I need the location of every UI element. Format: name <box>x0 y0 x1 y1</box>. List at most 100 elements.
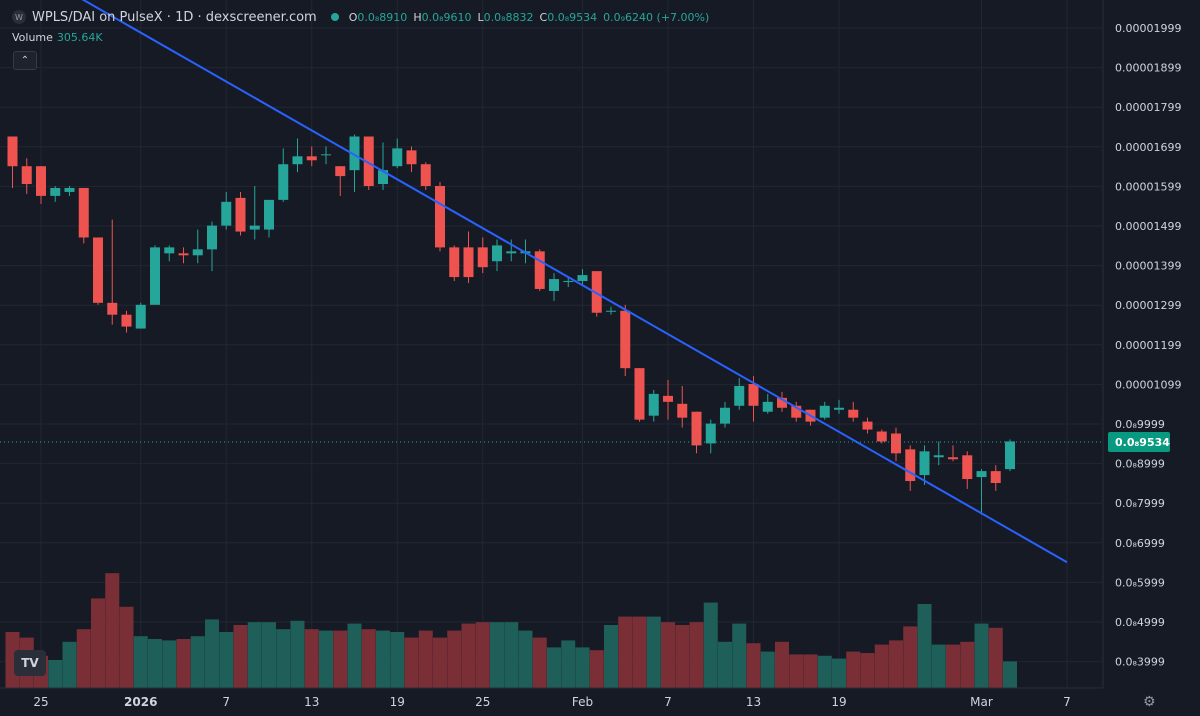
volume-bar <box>119 606 134 688</box>
candle-body <box>335 166 346 177</box>
volume-value: 305.64K <box>56 31 103 44</box>
candle-body <box>506 251 517 254</box>
time-axis[interactable]: 25 2026 7 13 19 25 Feb 7 13 19 Mar 7 <box>0 687 1103 716</box>
candle-body <box>135 304 146 329</box>
candle-body <box>321 154 331 156</box>
candle <box>221 191 232 230</box>
settings-gear-icon[interactable]: ⚙ <box>1143 694 1156 710</box>
price-tick-label: 0.0₈7999 <box>1115 497 1165 510</box>
candle <box>962 451 973 489</box>
candle <box>78 187 89 244</box>
candle-body <box>591 271 602 313</box>
volume-bar <box>461 623 476 688</box>
candle-body <box>563 281 574 283</box>
price-axis[interactable]: 0.00001999 0.00001899 0.00001799 0.00001699… <box>1102 0 1200 716</box>
time-tick-label: 7 <box>664 695 672 709</box>
candle <box>306 146 317 167</box>
candle-body <box>876 431 887 442</box>
candle-body <box>919 451 930 476</box>
candle-body <box>64 187 75 192</box>
candle-body <box>107 302 118 315</box>
volume-bars <box>5 573 1017 688</box>
candle <box>762 393 773 414</box>
volume-bar <box>333 630 348 688</box>
trendline[interactable] <box>70 0 1068 564</box>
volume-bar <box>447 630 462 688</box>
volume-bar <box>247 622 262 688</box>
candle <box>606 306 616 315</box>
volume-bar <box>376 630 390 688</box>
volume-bar <box>1003 661 1017 688</box>
candle <box>7 136 18 188</box>
volume-label: Volume <box>12 31 53 44</box>
candle <box>192 229 203 264</box>
price-tick-label: 0.00001399 <box>1115 260 1181 273</box>
candle <box>862 417 873 434</box>
candle <box>420 162 431 190</box>
price-tick-label: 0.0₈5999 <box>1115 576 1165 589</box>
current-price-label: 0.0₈9534 <box>1115 436 1170 449</box>
volume-bar <box>661 622 675 688</box>
candle-body <box>862 421 873 430</box>
candle-body <box>677 403 688 418</box>
time-tick-label: 19 <box>831 695 846 709</box>
candle-body <box>663 395 673 402</box>
volume-bar <box>917 604 932 688</box>
ohlc-low: L0.0₈8832 <box>477 10 534 24</box>
volume-bar <box>903 626 918 688</box>
candle-body <box>93 237 103 303</box>
volume-bar <box>304 629 319 688</box>
volume-bar <box>760 651 775 688</box>
volume-bar <box>575 647 590 688</box>
volume-bar <box>732 623 747 688</box>
candle <box>705 419 716 454</box>
volume-bar <box>219 632 234 688</box>
volume-bar <box>746 643 761 688</box>
candle-body <box>748 384 759 406</box>
candle-body <box>21 166 32 185</box>
candle <box>891 427 901 462</box>
time-tick-label: 13 <box>304 695 319 709</box>
ohlc-close: C0.0₈9534 <box>539 10 598 24</box>
volume-bar <box>789 654 804 688</box>
price-tick-label: 0.00001499 <box>1115 220 1181 233</box>
candle <box>948 445 958 462</box>
chart-title: WPLS/DAI on PulseX · 1D · dexscreener.co… <box>32 9 317 25</box>
collapse-legend-button[interactable]: ⌃ <box>13 51 37 70</box>
candle <box>207 221 217 272</box>
candle <box>321 146 331 165</box>
candle-body <box>150 247 160 305</box>
candle-body <box>1005 441 1015 470</box>
tradingview-logo-icon[interactable]: TV <box>14 650 46 676</box>
candle <box>349 134 360 192</box>
candle <box>449 245 460 282</box>
candle-body <box>905 449 916 482</box>
volume-bar <box>874 644 889 688</box>
volume-bar <box>176 639 191 688</box>
candle-body <box>36 166 46 196</box>
candle <box>121 310 132 333</box>
candle <box>164 245 175 262</box>
volume-bar <box>361 629 376 688</box>
volume-bar <box>604 625 618 688</box>
candle-body <box>534 251 545 289</box>
candle <box>876 429 887 444</box>
candle <box>64 186 75 196</box>
price-tick-label: 0.00001099 <box>1115 378 1181 391</box>
price-tick-label: 0.00001199 <box>1115 339 1181 352</box>
candle-body <box>720 407 730 424</box>
candle <box>848 401 859 422</box>
candle-body <box>477 247 488 268</box>
volume-bar <box>418 630 433 688</box>
candle <box>406 146 417 173</box>
candle-body <box>7 136 18 167</box>
trendline-segment[interactable] <box>70 0 1068 564</box>
price-tick-label: 0.0₈6999 <box>1115 537 1165 550</box>
candle-body <box>178 253 189 256</box>
candle <box>648 389 659 422</box>
volume-bar <box>190 636 205 688</box>
candle <box>819 401 830 420</box>
candle-body <box>278 164 289 200</box>
candle <box>549 273 559 301</box>
